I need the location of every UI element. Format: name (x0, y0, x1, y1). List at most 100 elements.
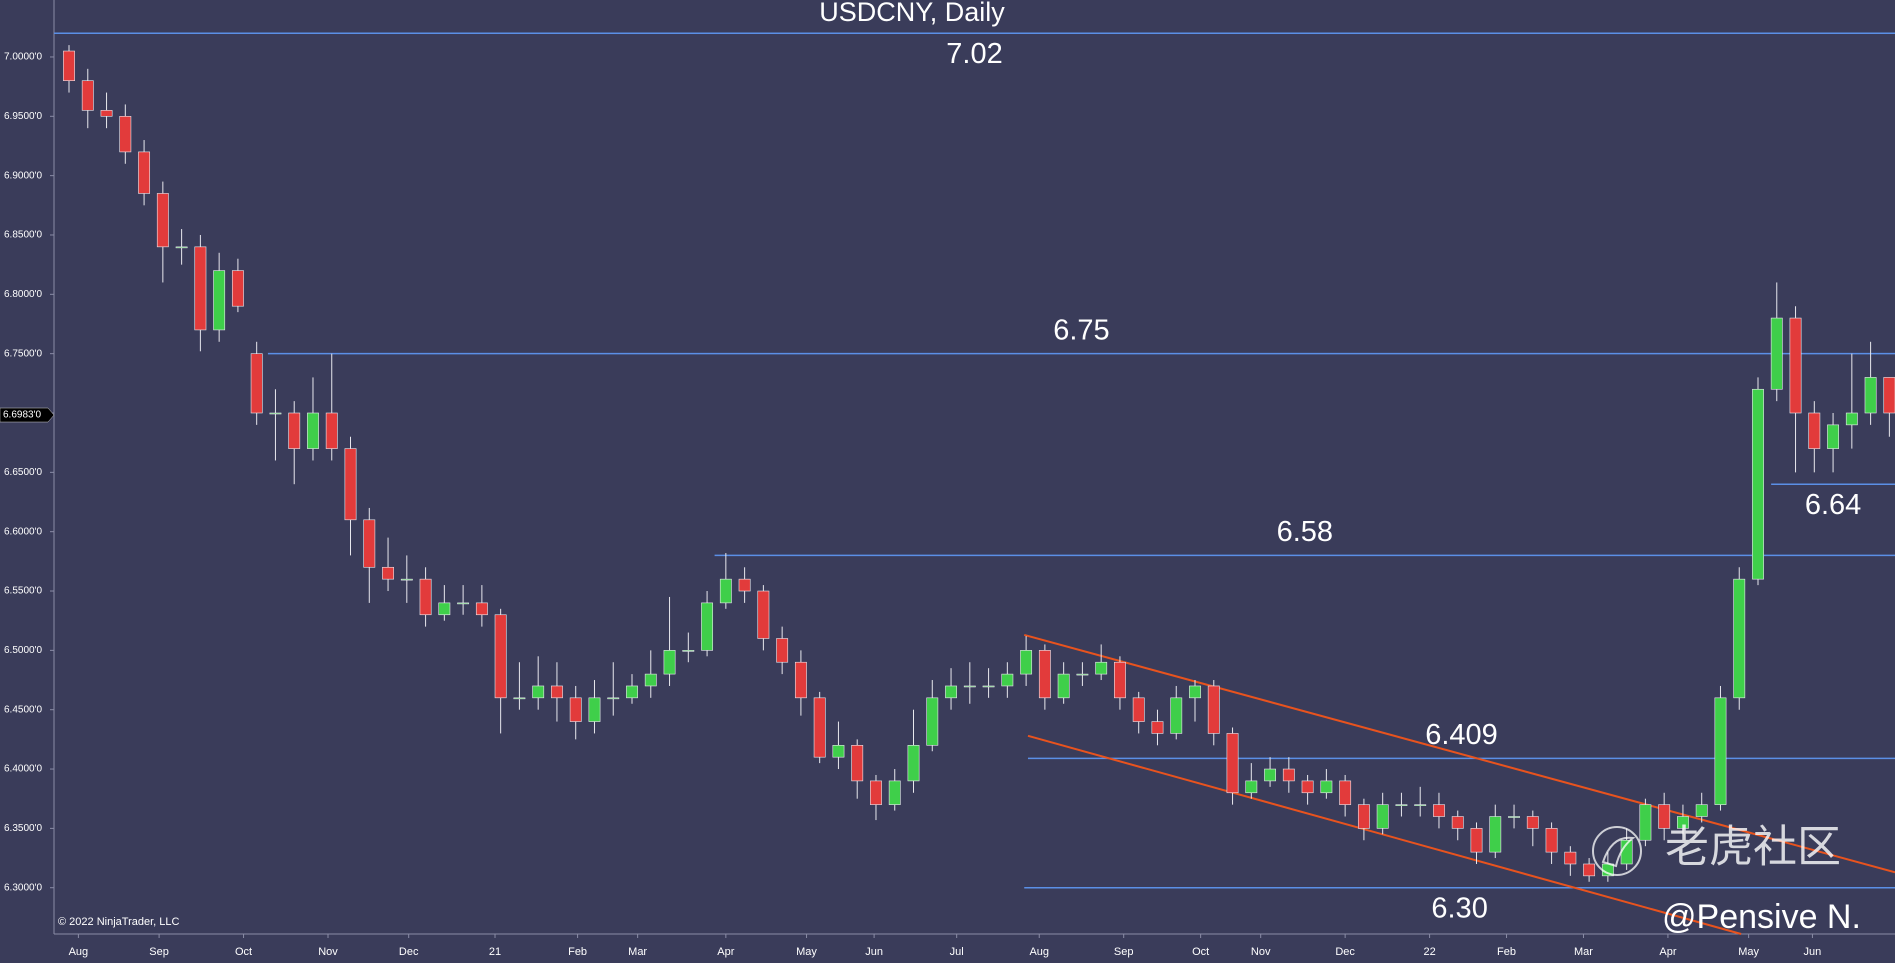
level-label: 6.30 (1431, 892, 1487, 924)
candle-body (1677, 816, 1689, 829)
y-tick-label: 6.7500'0 (4, 348, 42, 359)
candle-body (1339, 780, 1352, 805)
candle-body (926, 697, 939, 746)
candle-body (1883, 377, 1895, 414)
candle-body (100, 110, 113, 117)
y-tick-label: 6.3000'0 (4, 882, 42, 893)
x-tick-label: Dec (399, 946, 419, 958)
y-tick-label: 6.4500'0 (4, 704, 42, 715)
watermark-logo (1592, 826, 1642, 876)
y-tick-label: 6.8500'0 (4, 230, 42, 241)
candle-body (1001, 673, 1014, 687)
y-tick-label: 6.6500'0 (4, 467, 42, 478)
x-tick-label: Jul (950, 946, 964, 958)
candle-body (1733, 578, 1746, 699)
candle-body (1320, 780, 1333, 794)
candle-body (701, 602, 714, 651)
x-tick-label: Apr (717, 946, 734, 958)
candle-body (269, 412, 282, 415)
candle-body (138, 151, 151, 194)
y-tick-label: 7.0000'0 (4, 52, 42, 63)
candle-body (776, 638, 789, 663)
candle-body (1076, 673, 1089, 676)
y-tick-label: 6.8000'0 (4, 289, 42, 300)
candle-body (1132, 697, 1145, 722)
level-label: 6.75 (1053, 314, 1109, 346)
candle-body (1545, 828, 1558, 853)
watermark: 老虎社区 (1665, 823, 1841, 872)
candle-body (794, 661, 807, 699)
candle-body (813, 697, 826, 758)
candle-body (1489, 816, 1502, 853)
x-tick-label: Dec (1335, 946, 1355, 958)
candle-body (1526, 816, 1539, 829)
candle-body (870, 780, 882, 805)
candle-body (738, 578, 751, 592)
candle-body (588, 697, 601, 722)
candle-body (1095, 661, 1108, 675)
x-tick-label: Aug (69, 946, 89, 958)
candle-body (1770, 317, 1783, 390)
candle-body (1057, 673, 1070, 699)
y-tick-label: 6.4000'0 (4, 764, 42, 775)
price-marker (0, 407, 55, 423)
candle-body (1114, 661, 1126, 699)
candle-body (457, 602, 470, 605)
candle-body (644, 673, 657, 687)
candle-body (1020, 650, 1033, 675)
x-tick-label: 21 (489, 946, 501, 958)
candle-body (1508, 816, 1520, 818)
candle-body (1564, 851, 1577, 865)
candle-body (1357, 804, 1370, 829)
x-tick-label: Mar (628, 946, 647, 958)
candle-body (532, 685, 545, 699)
x-tick-label: Mar (1574, 946, 1593, 958)
candle-body (175, 246, 188, 249)
candle-body (1301, 780, 1314, 794)
x-tick-label: May (1738, 946, 1759, 958)
candle-body (1170, 697, 1183, 734)
trendline (1023, 633, 1895, 874)
y-tick-label: 6.6000'0 (4, 526, 42, 537)
candle-body (419, 578, 432, 616)
candle-body (1845, 412, 1858, 426)
candle-body (1714, 697, 1727, 805)
candle-body (551, 685, 563, 699)
candle-body (907, 745, 920, 782)
candle-body (1752, 388, 1764, 580)
candle-body (1207, 685, 1220, 734)
x-tick-label: Nov (318, 946, 338, 958)
candle-body (963, 685, 976, 688)
candle-body (1470, 828, 1483, 853)
author: @Pensive N. (1662, 898, 1861, 936)
x-tick-label: Sep (1114, 946, 1134, 958)
candle-body (982, 685, 995, 688)
x-tick-label: Jun (865, 946, 883, 958)
level-label: 6.409 (1425, 719, 1498, 751)
candle-body (231, 270, 244, 307)
candle-body (1583, 863, 1596, 877)
candle-body (832, 745, 845, 758)
candle-body (250, 353, 263, 414)
candle-body (663, 650, 676, 675)
candle-body (757, 590, 770, 639)
candle-body (888, 780, 901, 805)
candle-body (156, 193, 169, 248)
candle-body (1695, 804, 1708, 817)
candle-body (63, 50, 75, 82)
y-tick-label: 6.5500'0 (4, 586, 42, 597)
copyright: © 2022 NinjaTrader, LLC (58, 916, 179, 928)
x-tick-label: Feb (568, 946, 587, 958)
level-label: 6.64 (1805, 489, 1861, 521)
candle-body (1395, 804, 1408, 806)
y-tick-label: 6.5000'0 (4, 645, 42, 656)
candle-body (569, 697, 582, 722)
candle-body (607, 697, 620, 700)
x-tick-label: Feb (1497, 946, 1516, 958)
x-tick-label: Nov (1251, 946, 1271, 958)
chart-title: USDCNY, Daily (819, 0, 1005, 27)
candle-body (1451, 816, 1464, 829)
